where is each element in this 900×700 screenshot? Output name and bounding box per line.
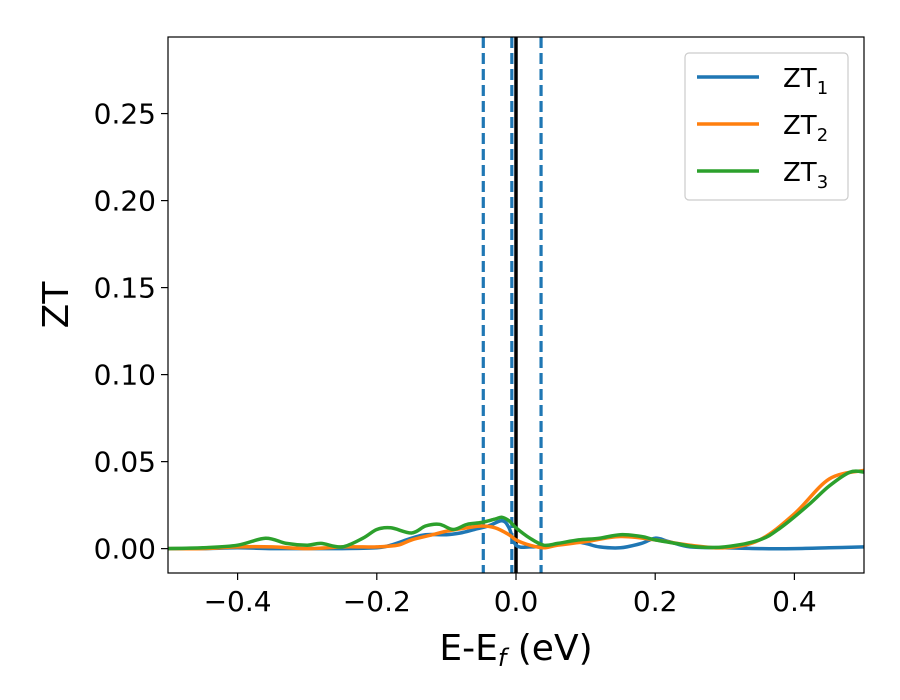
x-tick-label: −0.2: [343, 585, 411, 618]
legend-label-zt1: ZT1: [783, 64, 828, 99]
legend-label-zt3: ZT3: [783, 158, 828, 193]
legend-label-zt2: ZT2: [783, 111, 828, 146]
y-tick-label: 0.00: [94, 533, 156, 566]
y-tick-label: 0.05: [94, 446, 156, 479]
axis-ticks: −0.4 −0.2 0.0 0.2 0.4 0.00 0.05 0.10 0.15 0.20 0.2…: [94, 98, 817, 618]
x-tick-label: −0.4: [204, 585, 272, 618]
x-tick-label: 0.0: [494, 585, 539, 618]
x-axis-label: E-Ef (eV): [439, 628, 592, 672]
vertical-reference-lines: [481, 37, 543, 573]
legend: ZT1 ZT2 ZT3: [684, 52, 849, 201]
y-axis-label: ZT: [36, 281, 77, 329]
y-tick-label: 0.20: [94, 185, 156, 218]
y-tick-label: 0.15: [94, 272, 156, 305]
x-tick-label: 0.4: [772, 585, 817, 618]
legend-box: [684, 52, 849, 201]
x-tick-label: 0.2: [633, 585, 678, 618]
series-lines: [168, 468, 864, 551]
y-tick-label: 0.25: [94, 98, 156, 131]
y-tick-label: 0.10: [94, 359, 156, 392]
series-line-zt3: [168, 469, 864, 551]
